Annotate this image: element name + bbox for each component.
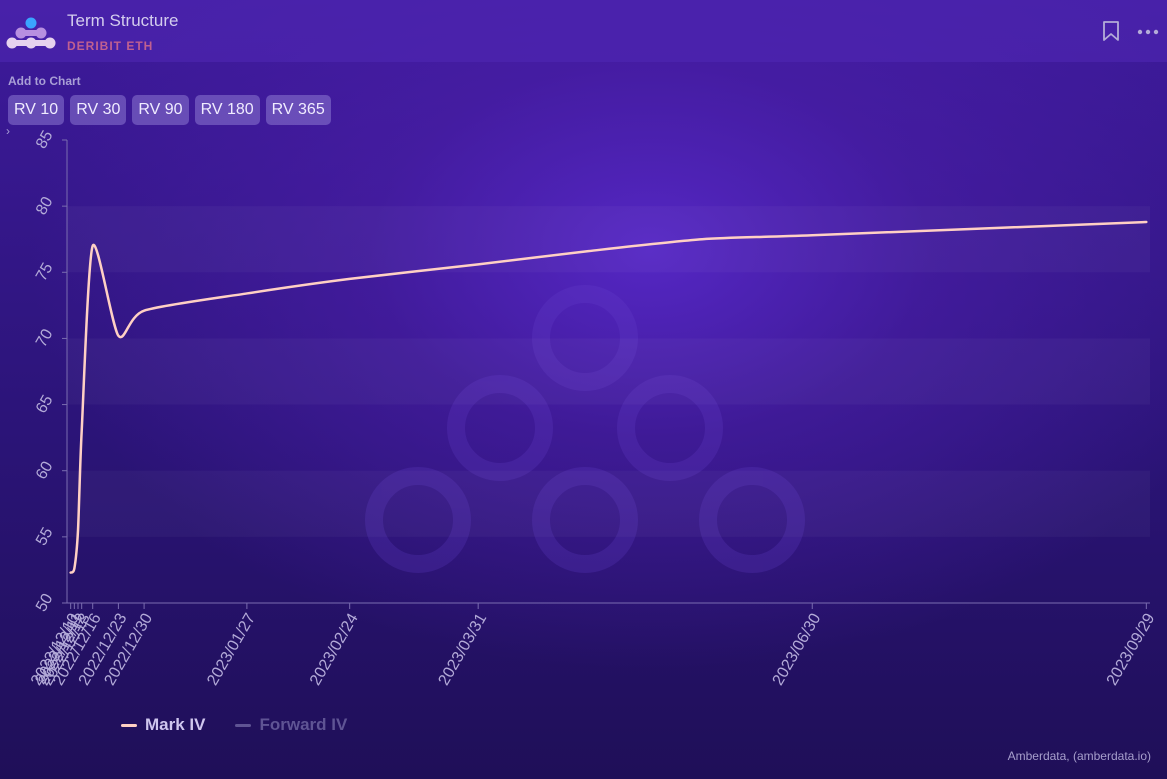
y-tick-label: 80 [33,194,57,218]
y-tick-label: 65 [33,392,57,416]
grid-band [67,471,1150,537]
y-tick-label: 85 [33,128,57,152]
x-tick-label: 2023/02/24 [307,611,362,689]
legend-swatch-forward-iv [235,723,252,727]
rv-30-button[interactable]: RV 30 [70,95,127,125]
rv-button-row: RV 10 RV 30 RV 90 RV 180 RV 365 [8,95,331,125]
y-tick-label: 75 [33,260,57,284]
y-tick-label: 70 [33,326,57,350]
more-dots-icon[interactable] [1137,28,1159,36]
x-tick-label: 2023/06/30 [770,611,825,689]
rv-10-button[interactable]: RV 10 [8,95,65,125]
grid-band [67,206,1150,272]
widget-subtitle: DERIBIT ETH [67,39,154,53]
rv-180-button[interactable]: RV 180 [194,95,260,125]
widget-title: Term Structure [67,11,179,30]
amberdata-logo-icon [6,17,56,49]
grid-band [67,338,1150,404]
series-line-mark-iv [69,220,1148,574]
y-tick-label: 50 [33,591,57,615]
x-tick-label: 2023/09/29 [1104,611,1159,689]
footer-credit: Amberdata, (amberdata.io) [1007,749,1151,763]
legend-label-forward-iv: Forward IV [259,715,348,734]
legend-item-mark-iv[interactable]: Mark IV [121,715,205,735]
watermark-logo [365,285,805,573]
x-tick-label: 2023/03/31 [436,611,491,689]
y-tick-label: 60 [33,459,57,483]
expand-chevron-icon[interactable]: › [6,124,10,138]
legend-item-forward-iv[interactable]: Forward IV [235,715,347,735]
widget-header: Term Structure DERIBIT ETH [0,0,1167,62]
legend-swatch-mark-iv [121,723,137,727]
chart-legend: Mark IV Forward IV [121,715,347,735]
rv-90-button[interactable]: RV 90 [132,95,189,125]
x-tick-label: 2023/01/27 [204,611,259,689]
rv-365-button[interactable]: RV 365 [265,95,331,125]
add-to-chart-label: Add to Chart [8,74,81,88]
y-tick-label: 55 [33,525,57,549]
legend-label-mark-iv: Mark IV [145,715,206,734]
bookmark-icon[interactable] [1102,20,1120,42]
